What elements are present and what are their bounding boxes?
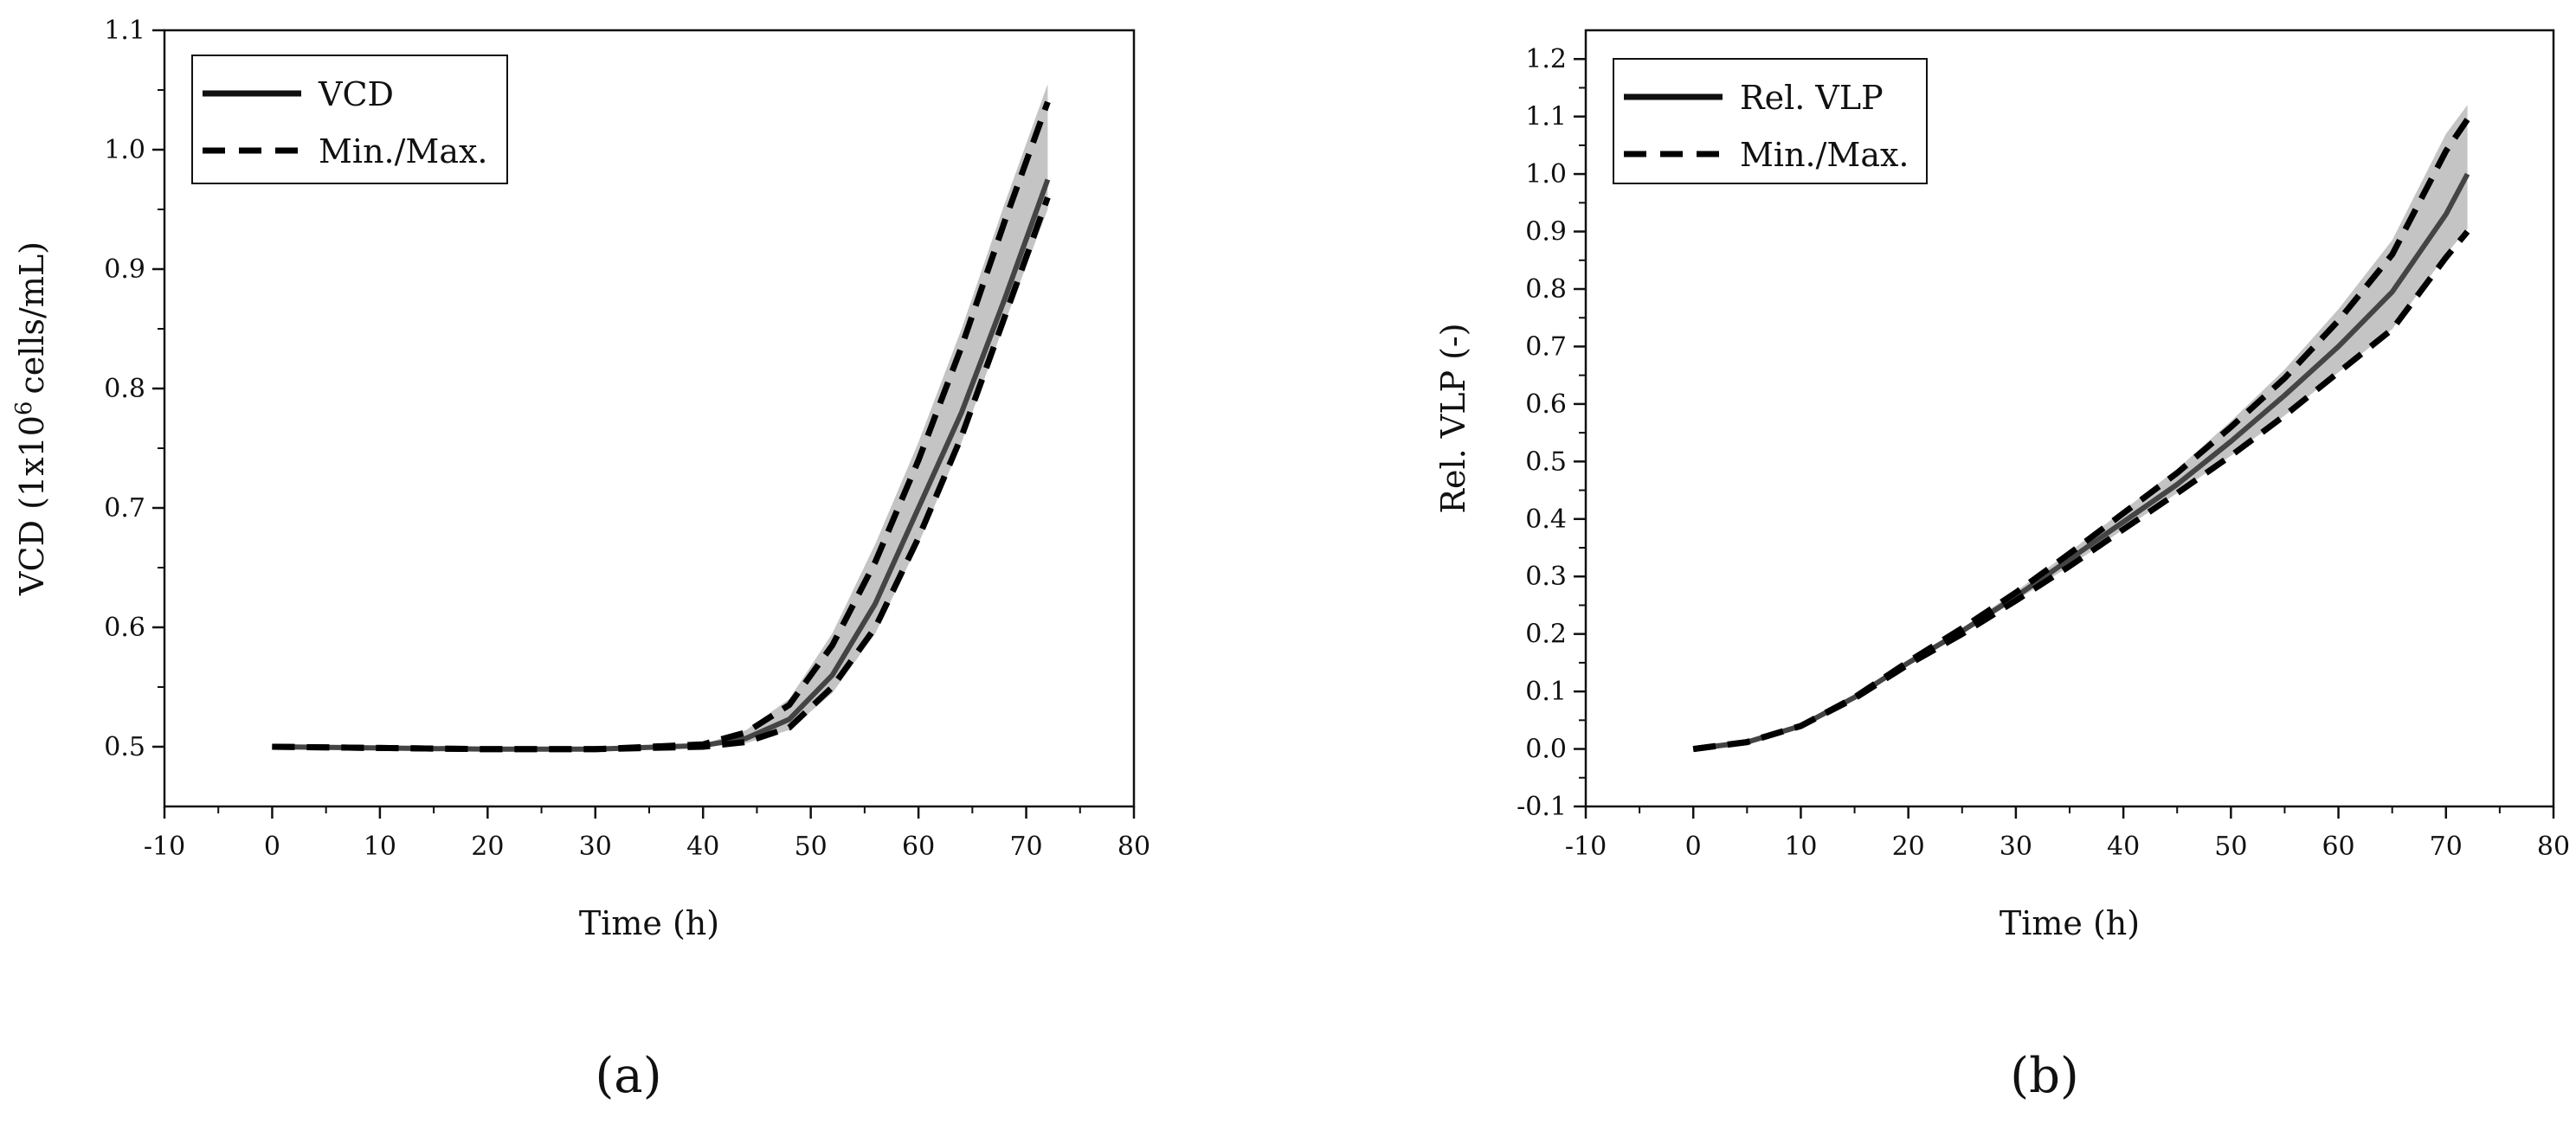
y-tick-label: 0.8 bbox=[1525, 274, 1567, 305]
y-tick-label: 0.4 bbox=[1525, 504, 1567, 535]
x-tick-label: -10 bbox=[1565, 832, 1607, 862]
y-tick-label: 0.3 bbox=[1525, 562, 1567, 592]
y-tick-label: 1.0 bbox=[1525, 159, 1567, 190]
chart-panel-b: -10 0 10 20 30 40 50 60 70 80 -0.1 0.0 0.1 0.2 0.3 0.4 0… bbox=[1434, 29, 2570, 1104]
x-axis-label: Time (h) bbox=[2000, 904, 2140, 942]
x-tick-label: 0 bbox=[264, 832, 280, 862]
series-line-rel-vlp bbox=[1692, 172, 2470, 752]
x-tick-label: 50 bbox=[2214, 832, 2247, 862]
x-tick-label: 10 bbox=[364, 832, 396, 862]
y-tick-label: 0.9 bbox=[104, 254, 145, 285]
y-tick-label: 0.5 bbox=[1525, 446, 1567, 477]
x-tick-label: 60 bbox=[902, 832, 935, 862]
x-tick-label: 10 bbox=[1784, 832, 1817, 862]
x-tick-label: 20 bbox=[471, 832, 504, 862]
y-axis-label: Rel. VLP (-) bbox=[1434, 323, 1472, 513]
x-tick-label: 50 bbox=[795, 832, 828, 862]
y-tick-label: 0.7 bbox=[104, 493, 145, 524]
x-tick-label: 30 bbox=[579, 832, 612, 862]
x-tick-label: 80 bbox=[1117, 832, 1150, 862]
y-tick-label: 1.0 bbox=[104, 135, 145, 165]
y-tick-label: 0.2 bbox=[1525, 620, 1567, 650]
series-line-max bbox=[1692, 118, 2470, 753]
legend-box bbox=[1613, 58, 1928, 184]
x-tick-label: 20 bbox=[1892, 832, 1925, 862]
series-line-max bbox=[272, 100, 1051, 753]
panel-label: (b) bbox=[2010, 1048, 2079, 1104]
series-line-min bbox=[272, 196, 1051, 753]
y-tick-label: 0.6 bbox=[1525, 389, 1567, 420]
y-tick-label: 0.0 bbox=[1525, 735, 1567, 765]
legend-box bbox=[191, 55, 508, 184]
legend-label: Min./Max. bbox=[1740, 136, 1909, 174]
y-tick-label: 0.8 bbox=[104, 374, 145, 404]
y-tick-label: 0.6 bbox=[104, 613, 145, 643]
legend-label: Min./Max. bbox=[319, 132, 488, 170]
y-tick-label: 0.5 bbox=[104, 732, 145, 762]
legend-label: VCD bbox=[318, 75, 394, 113]
x-tick-label: 70 bbox=[2430, 832, 2463, 862]
x-tick-label: 60 bbox=[2322, 832, 2354, 862]
y-axis-label: VCD (1x106 cells/mL) bbox=[11, 241, 51, 596]
y-axis-label-base: VCD (1x10 bbox=[13, 415, 51, 596]
x-tick-label: -10 bbox=[144, 832, 185, 862]
x-tick-label: 40 bbox=[686, 832, 719, 862]
y-tick-label: 1.1 bbox=[104, 16, 145, 46]
minmax-band bbox=[1693, 105, 2468, 749]
x-tick-label: 0 bbox=[1685, 832, 1702, 862]
panel-label: (a) bbox=[595, 1048, 661, 1104]
x-tick-label: 80 bbox=[2537, 832, 2570, 862]
y-tick-label: 0.9 bbox=[1525, 217, 1567, 247]
y-tick-label: 0.7 bbox=[1525, 331, 1567, 362]
chart-panel-a: -10 0 10 20 30 40 50 60 70 80 0.5 0.6 0.7 0.8 0.9 1.0 1.… bbox=[11, 16, 1150, 1104]
y-tick-label: 1.2 bbox=[1525, 44, 1567, 74]
y-tick-label: 0.1 bbox=[1525, 677, 1567, 707]
y-tick-label: -0.1 bbox=[1517, 792, 1567, 822]
x-tick-label: 40 bbox=[2107, 832, 2140, 862]
x-axis-label: Time (h) bbox=[579, 904, 719, 942]
y-tick-label: 1.1 bbox=[1525, 102, 1567, 132]
y-axis-label-superscript: 6 bbox=[11, 401, 37, 416]
y-axis-label-unit: cells/mL) bbox=[13, 241, 51, 394]
legend-label: Rel. VLP bbox=[1740, 79, 1884, 117]
x-tick-label: 30 bbox=[2000, 832, 2032, 862]
x-tick-label: 70 bbox=[1009, 832, 1042, 862]
series-line-min bbox=[1692, 229, 2470, 753]
